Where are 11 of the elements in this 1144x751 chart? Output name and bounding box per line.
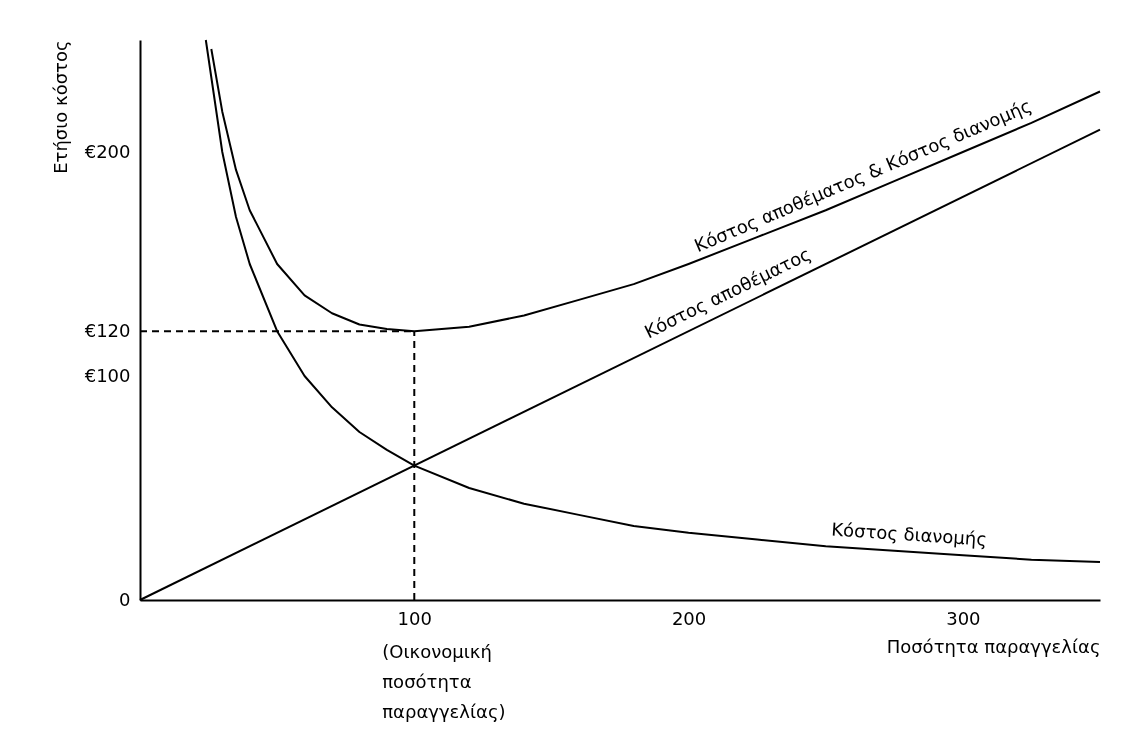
- x-tick-label: 200: [671, 607, 707, 629]
- annotation: (Οικονομική ποσότητα παραγγελίας): [382, 641, 506, 722]
- x-tick-label: 100: [397, 607, 432, 629]
- x-tick-label: 300: [946, 607, 981, 629]
- y-tick-label: €200: [84, 140, 131, 162]
- y-tick-label: €120: [84, 319, 131, 341]
- y-axis-title: Ετήσιο κόστος: [49, 40, 71, 174]
- x-axis-title: Ποσότητα παραγγελίας: [886, 635, 1101, 657]
- y-tick-label: €100: [84, 364, 131, 386]
- series-label: Κόστος διανομής: [830, 518, 988, 550]
- y-tick-label: 0: [119, 588, 131, 610]
